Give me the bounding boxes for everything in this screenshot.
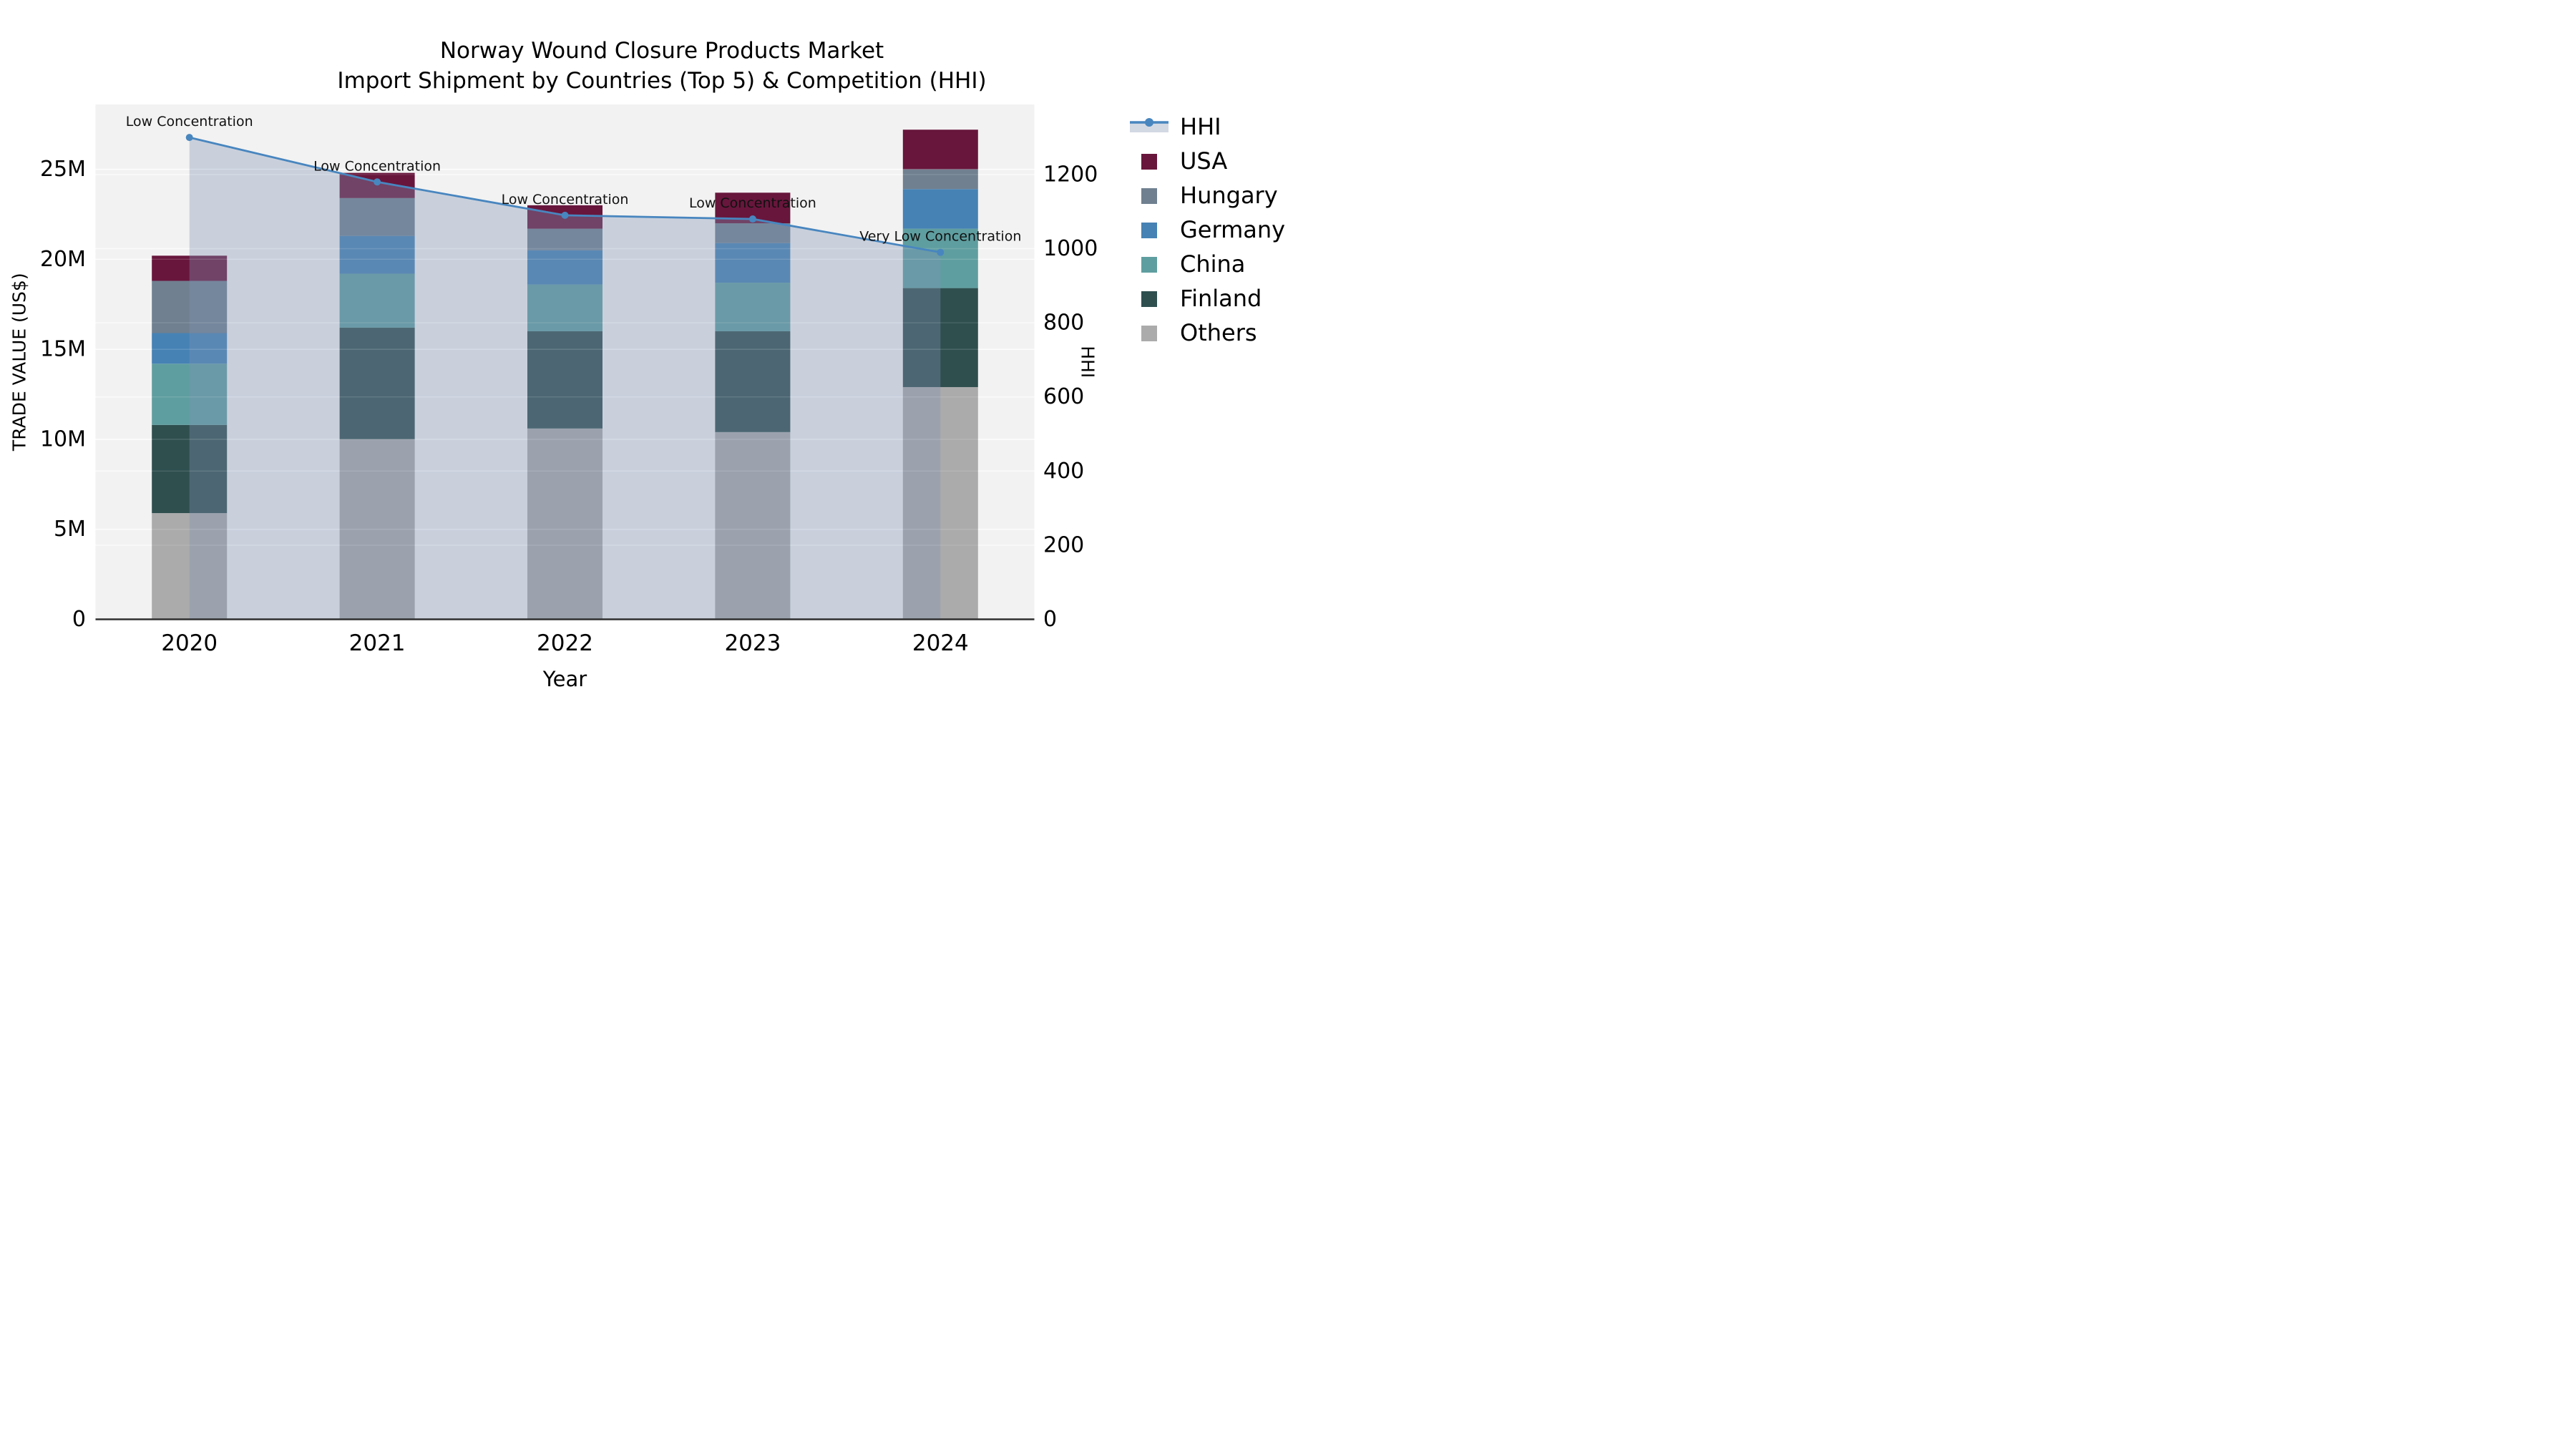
hhi-area-fill <box>189 137 941 620</box>
chart-figure: Norway Wound Closure Products Market Imp… <box>0 0 1288 725</box>
legend-label: Germany <box>1180 216 1286 243</box>
hhi-marker-2022 <box>561 211 569 219</box>
y-left-tick-15M: 15M <box>40 337 86 362</box>
legend-label: Hungary <box>1180 182 1278 209</box>
bar-segment-2024-china <box>902 228 978 288</box>
bar-segment-2023-finland <box>715 331 791 432</box>
y-right-tick-1200: 1200 <box>1043 162 1098 187</box>
y-left-axis-title: TRADE VALUE (US$) <box>9 273 30 452</box>
annotation-2021: Low Concentration <box>313 158 441 174</box>
bar-segment-2020-finland <box>152 424 228 514</box>
bar-segment-2020-china <box>152 364 228 425</box>
y-right-tick-0: 0 <box>1043 607 1057 632</box>
y-right-axis-title: HHI <box>1078 346 1098 378</box>
legend-swatch-icon <box>1141 154 1157 170</box>
legend-swatch-icon <box>1130 118 1169 132</box>
bar-segment-2020-hungary <box>152 280 228 333</box>
annotation-2020: Low Concentration <box>126 114 253 130</box>
legend-swatch-icon <box>1141 223 1157 238</box>
bar-segment-2022-germany <box>527 250 602 285</box>
legend-item-others: Others <box>1127 319 1285 346</box>
legend-item-finland: Finland <box>1127 285 1285 312</box>
hhi-marker-2020 <box>185 134 193 142</box>
bar-segment-2020-germany <box>152 333 228 364</box>
bar-segment-2020-others <box>152 513 228 620</box>
legend-item-hungary: Hungary <box>1127 182 1285 209</box>
hhi-marker-2021 <box>374 178 381 186</box>
legend-color-swatch <box>1141 326 1157 341</box>
bar-segment-2024-hungary <box>902 169 978 190</box>
legend-color-swatch <box>1141 257 1157 273</box>
bar-segment-2024-usa <box>902 130 978 170</box>
annotation-2022: Low Concentration <box>502 192 629 208</box>
annotation-2024: Very Low Concentration <box>859 229 1021 245</box>
legend-label: HHI <box>1180 113 1221 140</box>
x-tick-2024: 2024 <box>912 630 969 656</box>
legend-item-hhi: HHI <box>1127 113 1285 140</box>
x-tick-2021: 2021 <box>349 630 406 656</box>
bar-segment-2022-others <box>527 428 602 620</box>
bar-segment-2022-china <box>527 284 602 331</box>
legend-label: USA <box>1180 147 1228 175</box>
bar-segment-2024-finland <box>902 288 978 387</box>
legend-item-germany: Germany <box>1127 216 1286 243</box>
legend-color-swatch <box>1141 223 1157 238</box>
bar-segment-2021-china <box>339 273 415 328</box>
legend-label: China <box>1180 250 1246 278</box>
y-right-tick-400: 400 <box>1043 459 1084 484</box>
y-left-tick-20M: 20M <box>40 247 86 272</box>
hhi-marker-2023 <box>748 215 756 223</box>
legend-swatch-icon <box>1141 291 1157 307</box>
y-left-tick-10M: 10M <box>40 426 86 452</box>
bar-segment-2022-hungary <box>527 228 602 250</box>
legend-color-swatch <box>1141 291 1157 307</box>
y-right-tick-1000: 1000 <box>1043 236 1098 261</box>
y-right-tick-600: 600 <box>1043 384 1084 409</box>
legend-item-china: China <box>1127 250 1285 278</box>
bar-segment-2021-germany <box>339 235 415 274</box>
legend: HHI USA Hungary Germany China Finland Others <box>1127 113 1286 346</box>
bar-segment-2021-finland <box>339 327 415 439</box>
y-left-tick-25M: 25M <box>40 157 86 182</box>
annotation-2023: Low Concentration <box>689 195 816 211</box>
bar-segment-2023-hungary <box>715 223 791 243</box>
y-left-tick-5M: 5M <box>54 517 86 542</box>
legend-hhi-area-swatch <box>1130 122 1169 132</box>
bar-segment-2023-others <box>715 431 791 620</box>
legend-hhi-marker-swatch <box>1145 118 1153 127</box>
hhi-marker-2024 <box>937 248 945 256</box>
x-tick-2023: 2023 <box>724 630 781 656</box>
bar-segment-2021-hungary <box>339 197 415 236</box>
bar-segment-2024-others <box>902 386 978 620</box>
plot-area: Low Concentration Low Concentration Low Co… <box>9 104 1098 691</box>
bar-segment-2020-usa <box>152 255 228 281</box>
legend-label: Others <box>1180 319 1257 346</box>
bar-segment-2023-germany <box>715 243 791 283</box>
y-right-tick-800: 800 <box>1043 311 1084 336</box>
x-tick-2020: 2020 <box>161 630 218 656</box>
bar-segment-2024-germany <box>902 189 978 229</box>
bar-segment-2023-china <box>715 283 791 331</box>
y-right-tick-200: 200 <box>1043 532 1084 557</box>
legend-swatch-icon <box>1141 188 1157 204</box>
legend-swatch-icon <box>1141 257 1157 273</box>
y-left-tick-0: 0 <box>72 607 86 632</box>
legend-color-swatch <box>1141 188 1157 204</box>
legend-label: Finland <box>1180 285 1262 312</box>
x-tick-2022: 2022 <box>537 630 593 656</box>
bar-segment-2021-others <box>339 439 415 620</box>
legend-color-swatch <box>1141 154 1157 170</box>
legend-item-usa: USA <box>1127 147 1285 175</box>
bar-segment-2022-finland <box>527 331 602 429</box>
x-axis-title: Year <box>542 667 587 691</box>
legend-swatch-icon <box>1141 326 1157 341</box>
